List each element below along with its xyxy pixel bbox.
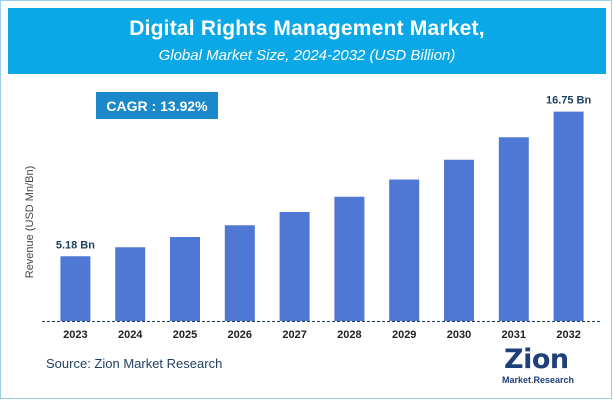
bar-2029 <box>389 179 420 321</box>
logo-sub-left: Market <box>502 375 532 385</box>
x-tick-label: 2025 <box>173 329 197 341</box>
bar-2030 <box>444 159 474 321</box>
data-label: 16.75 Bn <box>546 95 592 107</box>
x-tick-label: 2032 <box>556 329 580 341</box>
bar-2032 <box>553 111 584 321</box>
bar-2024 <box>115 247 146 321</box>
x-tick-label: 2030 <box>447 329 471 341</box>
x-tick-label: 2028 <box>337 329 361 341</box>
logo-sub-right: Research <box>533 375 575 385</box>
logo-wordmark: Zion <box>504 344 569 375</box>
bar-2023 <box>60 256 91 321</box>
zion-logo: Zion Market.Research <box>500 344 580 388</box>
x-tick-label: 2023 <box>63 329 87 341</box>
x-tick-label: 2026 <box>228 329 252 341</box>
cagr-badge: CAGR : 13.92% <box>96 92 218 119</box>
chart-header: Digital Rights Management Market, Global… <box>8 8 606 74</box>
bar-2028 <box>334 196 365 321</box>
y-axis-label: Revenue (USD Mn/Bn) <box>24 165 36 279</box>
data-label: 5.18 Bn <box>56 239 95 251</box>
x-tick-label: 2024 <box>118 329 143 341</box>
logo-sub-dot: . <box>531 375 534 385</box>
logo-subtext: Market.Research <box>502 375 574 385</box>
bar-2027 <box>279 212 310 321</box>
bar-2025 <box>170 237 200 321</box>
chart-subtitle: Global Market Size, 2024-2032 (USD Billi… <box>158 47 456 64</box>
x-tick-label: 2029 <box>392 329 416 341</box>
chart-title: Digital Rights Management Market, <box>129 17 485 40</box>
bar-2026 <box>224 225 255 321</box>
cagr-value: 13.92% <box>160 97 208 114</box>
cagr-label: CAGR : <box>106 97 157 114</box>
x-tick-label: 2031 <box>502 329 526 341</box>
bar-2031 <box>498 137 529 321</box>
x-tick-label: 2027 <box>282 329 306 341</box>
source-note: Source: Zion Market Research <box>46 356 223 371</box>
